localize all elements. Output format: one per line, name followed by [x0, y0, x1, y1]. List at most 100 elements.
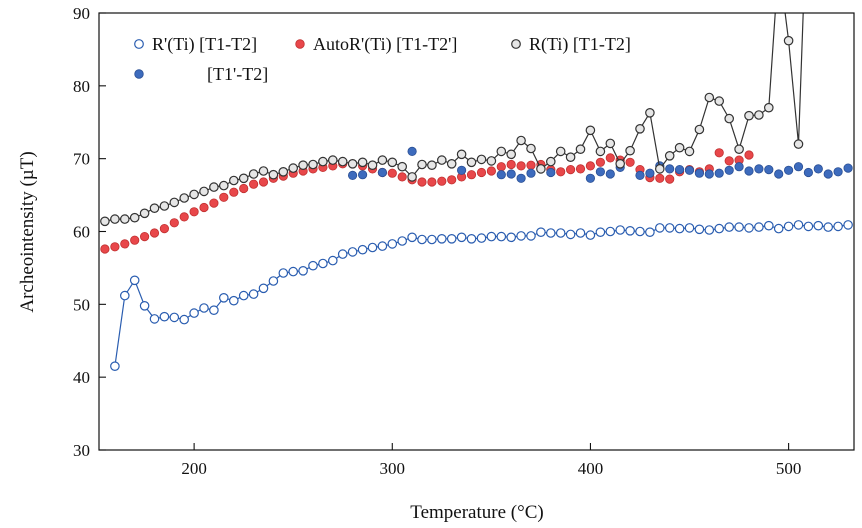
data-point: [704, 92, 715, 103]
data-point: [337, 156, 348, 167]
data-point: [625, 226, 635, 236]
legend: R'(Ti) [T1-T2] AutoR'(Ti) [T1-T2'] R(Ti)…: [134, 34, 631, 84]
data-point: [258, 166, 269, 176]
legend-label-series-2: AutoR'(Ti) [T1-T2']: [313, 34, 457, 55]
data-point: [793, 139, 804, 149]
data-point: [833, 221, 843, 232]
data-point: [357, 244, 368, 255]
data-point: [793, 220, 804, 230]
data-point: [654, 164, 665, 174]
data-point: [496, 146, 507, 157]
data-point: [466, 234, 477, 244]
data-point: [714, 96, 724, 106]
data-point: [615, 159, 625, 169]
data-point: [516, 161, 526, 171]
data-point: [268, 276, 279, 286]
x-tick-label: 500: [776, 459, 802, 478]
data-point: [724, 222, 734, 232]
data-point: [536, 164, 546, 174]
data-point: [417, 177, 427, 187]
data-point: [575, 228, 586, 238]
data-point: [446, 234, 457, 244]
data-point: [496, 231, 507, 242]
y-tick-label: 30: [73, 441, 90, 460]
legend-item-series-4: [T1'-T2]: [134, 64, 268, 84]
data-point: [347, 159, 358, 169]
data-point: [625, 145, 635, 156]
data-point: [585, 173, 596, 183]
data-point: [466, 157, 477, 168]
data-point: [347, 170, 358, 180]
data-point: [189, 308, 199, 318]
data-point: [258, 177, 269, 187]
y-tick-label: 90: [73, 4, 90, 23]
data-point: [219, 192, 229, 202]
legend-marker-series-4: [134, 69, 144, 79]
data-point: [724, 113, 734, 124]
data-point: [318, 156, 328, 167]
data-point: [605, 153, 615, 163]
data-point: [199, 186, 209, 197]
data-point: [665, 164, 675, 174]
series-4: [347, 146, 853, 183]
data-point: [447, 175, 457, 185]
data-point: [823, 169, 833, 179]
data-point: [605, 226, 616, 237]
data-point: [357, 157, 368, 168]
data-point: [714, 168, 724, 178]
data-point: [110, 214, 120, 224]
data-point: [417, 159, 427, 170]
data-point: [258, 283, 269, 294]
data-point: [575, 144, 586, 154]
data-point: [526, 160, 536, 170]
data-point: [654, 223, 665, 233]
data-point: [367, 242, 378, 253]
y-axis-label: Archeointensity (µT): [17, 151, 38, 312]
data-point: [635, 226, 645, 237]
data-point: [169, 197, 180, 208]
data-point: [585, 125, 596, 136]
data-point: [694, 168, 705, 178]
y-tick-label: 80: [73, 77, 90, 96]
legend-marker-series-3: [511, 39, 521, 49]
data-point: [199, 303, 209, 313]
data-point: [516, 173, 526, 183]
data-point: [427, 160, 437, 170]
data-point: [545, 228, 556, 238]
data-point: [575, 164, 586, 174]
data-point: [724, 156, 734, 166]
data-point: [655, 173, 665, 183]
data-point: [179, 314, 189, 325]
data-point: [407, 172, 417, 182]
data-point: [397, 172, 407, 182]
data-point: [298, 265, 308, 276]
data-point: [625, 157, 635, 167]
data-point: [645, 108, 655, 118]
data-point: [823, 222, 833, 232]
data-point: [308, 260, 318, 271]
data-point: [506, 232, 516, 243]
data-point: [674, 165, 685, 175]
data-point: [140, 232, 150, 242]
data-point: [763, 102, 774, 113]
data-point: [318, 258, 328, 269]
data-point: [496, 170, 506, 180]
y-tick-label: 40: [73, 368, 90, 387]
y-tick-label: 60: [73, 223, 90, 242]
data-point: [456, 165, 467, 175]
data-point: [456, 149, 467, 160]
data-point: [248, 169, 259, 179]
data-point: [763, 220, 774, 231]
data-point: [417, 234, 427, 245]
data-point: [159, 201, 170, 211]
legend-item-series-3: R(Ti) [T1-T2]: [511, 34, 631, 55]
data-point: [437, 176, 447, 186]
data-point: [130, 235, 140, 245]
series-3: [100, 13, 804, 227]
data-point: [139, 208, 150, 219]
data-point: [209, 182, 219, 192]
data-point: [546, 167, 556, 178]
data-point: [149, 314, 160, 324]
data-point: [555, 146, 566, 157]
